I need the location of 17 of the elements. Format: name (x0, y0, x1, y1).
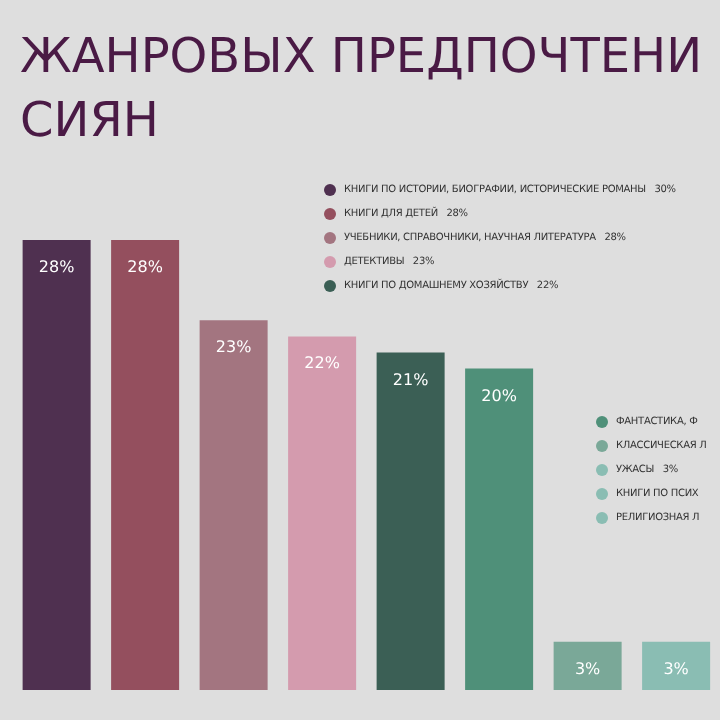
bar (288, 336, 357, 690)
data-label: 3% (663, 659, 690, 678)
bar (22, 240, 91, 690)
data-label: 22% (304, 354, 341, 373)
data-label: 28% (38, 258, 76, 276)
bar (111, 240, 180, 690)
data-label: 3% (574, 659, 602, 678)
bar (199, 320, 268, 690)
data-label: 20% (481, 386, 518, 405)
data-label: 23% (215, 338, 253, 357)
chart-title: ЖАНРОВЫХ ПРЕДПОЧТЕНИ СИЯН (20, 26, 703, 152)
bar (642, 641, 711, 690)
bar (553, 641, 622, 690)
bar (465, 368, 534, 690)
bar (376, 352, 445, 690)
data-label: 21% (392, 370, 430, 389)
data-label: 28% (127, 258, 164, 276)
